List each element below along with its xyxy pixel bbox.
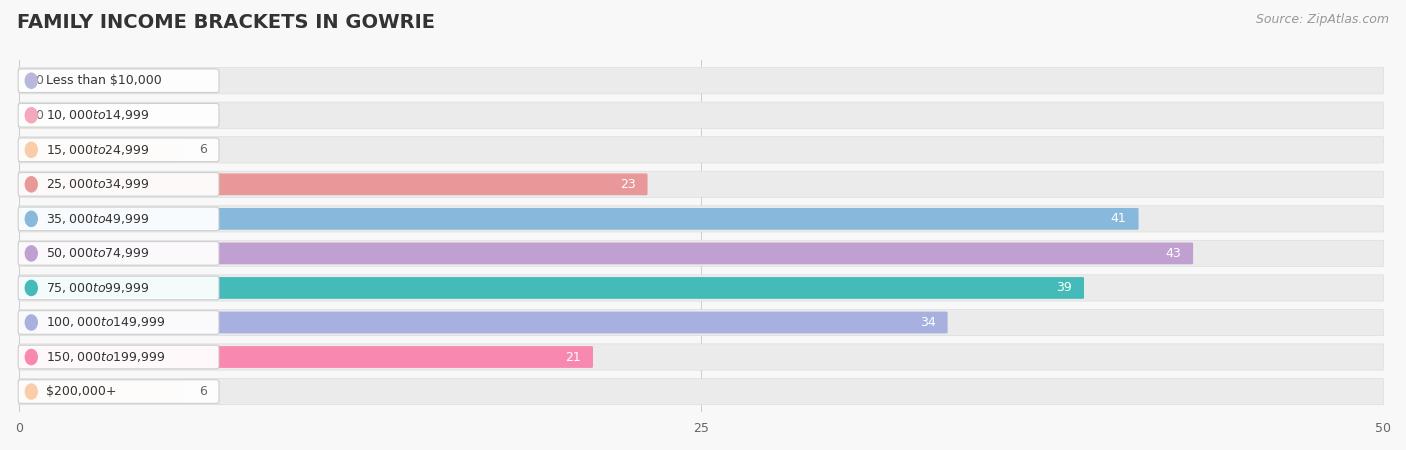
Text: FAMILY INCOME BRACKETS IN GOWRIE: FAMILY INCOME BRACKETS IN GOWRIE: [17, 14, 434, 32]
FancyBboxPatch shape: [18, 68, 1384, 94]
Text: 0: 0: [35, 109, 44, 122]
FancyBboxPatch shape: [18, 240, 1384, 266]
Text: 41: 41: [1111, 212, 1126, 225]
Text: 39: 39: [1056, 281, 1071, 294]
Text: Source: ZipAtlas.com: Source: ZipAtlas.com: [1256, 14, 1389, 27]
Text: 43: 43: [1166, 247, 1181, 260]
FancyBboxPatch shape: [18, 309, 1384, 336]
Text: $150,000 to $199,999: $150,000 to $199,999: [46, 350, 166, 364]
FancyBboxPatch shape: [18, 243, 1194, 264]
Circle shape: [25, 246, 38, 261]
FancyBboxPatch shape: [18, 207, 219, 231]
FancyBboxPatch shape: [18, 172, 219, 196]
FancyBboxPatch shape: [18, 276, 219, 300]
Circle shape: [25, 142, 38, 157]
Text: 0: 0: [35, 74, 44, 87]
FancyBboxPatch shape: [18, 380, 219, 403]
Circle shape: [25, 177, 38, 192]
Text: Less than $10,000: Less than $10,000: [46, 74, 162, 87]
FancyBboxPatch shape: [18, 344, 1384, 370]
FancyBboxPatch shape: [18, 381, 184, 402]
Circle shape: [25, 108, 38, 123]
Text: $75,000 to $99,999: $75,000 to $99,999: [46, 281, 150, 295]
FancyBboxPatch shape: [18, 138, 219, 162]
FancyBboxPatch shape: [18, 345, 219, 369]
FancyBboxPatch shape: [18, 137, 1384, 163]
FancyBboxPatch shape: [18, 139, 184, 161]
Text: 21: 21: [565, 351, 581, 364]
FancyBboxPatch shape: [18, 171, 1384, 198]
FancyBboxPatch shape: [18, 102, 1384, 128]
FancyBboxPatch shape: [18, 275, 1384, 301]
Text: 34: 34: [920, 316, 935, 329]
Text: 6: 6: [200, 385, 207, 398]
FancyBboxPatch shape: [18, 378, 1384, 405]
Circle shape: [25, 280, 38, 296]
FancyBboxPatch shape: [18, 173, 648, 195]
Text: $200,000+: $200,000+: [46, 385, 117, 398]
FancyBboxPatch shape: [18, 242, 219, 265]
Text: $50,000 to $74,999: $50,000 to $74,999: [46, 247, 150, 261]
Text: 6: 6: [200, 143, 207, 156]
Circle shape: [25, 212, 38, 226]
Circle shape: [25, 315, 38, 330]
FancyBboxPatch shape: [18, 69, 219, 93]
Text: 23: 23: [620, 178, 636, 191]
Circle shape: [25, 73, 38, 88]
FancyBboxPatch shape: [18, 208, 1139, 230]
Circle shape: [25, 350, 38, 365]
FancyBboxPatch shape: [18, 346, 593, 368]
FancyBboxPatch shape: [18, 277, 1084, 299]
Text: $10,000 to $14,999: $10,000 to $14,999: [46, 108, 150, 122]
FancyBboxPatch shape: [18, 311, 948, 333]
FancyBboxPatch shape: [18, 310, 219, 334]
Text: $25,000 to $34,999: $25,000 to $34,999: [46, 177, 150, 191]
FancyBboxPatch shape: [18, 104, 219, 127]
FancyBboxPatch shape: [18, 206, 1384, 232]
Circle shape: [25, 384, 38, 399]
Text: $100,000 to $149,999: $100,000 to $149,999: [46, 315, 166, 329]
Text: $15,000 to $24,999: $15,000 to $24,999: [46, 143, 150, 157]
Text: $35,000 to $49,999: $35,000 to $49,999: [46, 212, 150, 226]
